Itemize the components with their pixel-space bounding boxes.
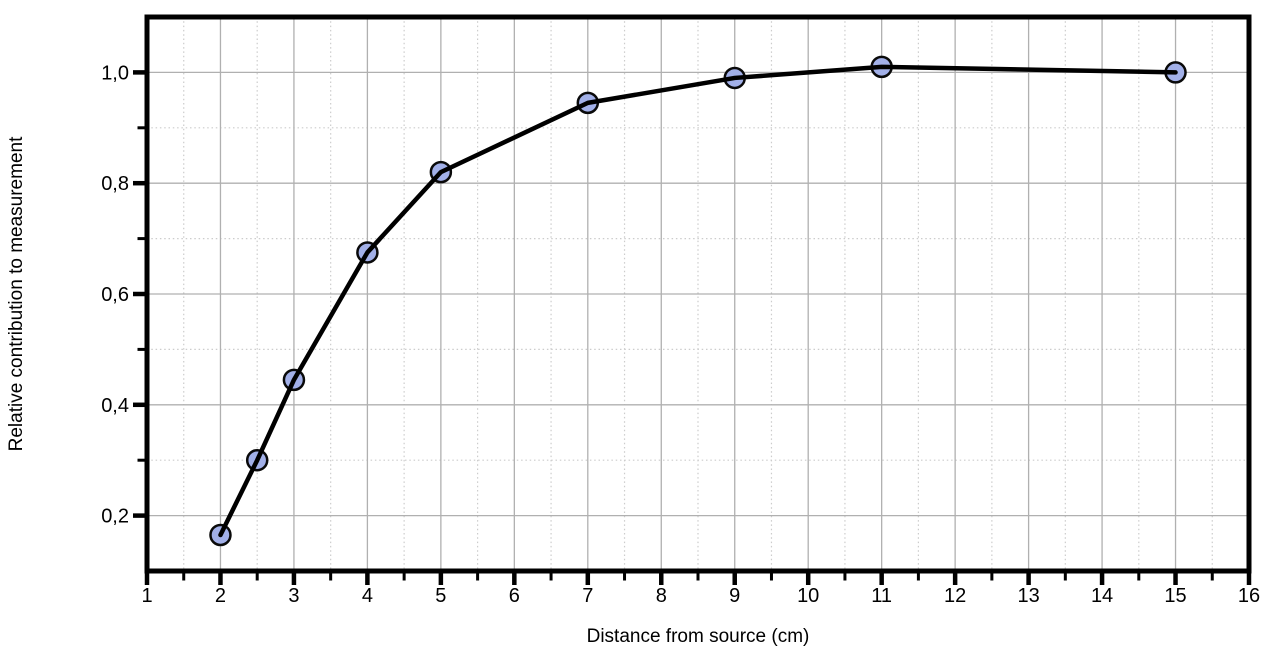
x-tick-label: 11: [871, 585, 892, 607]
data-line: [218, 64, 1178, 538]
plot-frame: [144, 14, 1252, 574]
x-tick-label: 5: [435, 585, 446, 607]
y-tick-label: 0,2: [101, 506, 129, 528]
x-tick-label: 2: [215, 585, 226, 607]
y-tick-label: 0,4: [101, 395, 129, 417]
x-tick-label: 10: [797, 585, 819, 607]
x-tick-label: 1: [141, 585, 152, 607]
x-tick-label: 4: [362, 585, 373, 607]
x-tick-label: 9: [729, 585, 740, 607]
axes-frame-layer: [144, 14, 1252, 574]
x-tick-label: 12: [944, 585, 966, 607]
x-tick-label: 14: [1091, 585, 1113, 607]
tick-label-layer: 1 2 3 4 5 6 7 8 9 10 11 12 13 14 15 160,20,40,60,81,0: [101, 62, 1260, 607]
y-tick-label: 0,8: [101, 173, 129, 195]
y-tick-label: 1,0: [101, 62, 129, 84]
x-tick-label: 8: [656, 585, 667, 607]
x-tick-label: 13: [1017, 585, 1039, 607]
x-tick-label: 3: [288, 585, 299, 607]
x-axis-title: Distance from source (cm): [587, 626, 810, 647]
x-tick-label: 7: [582, 585, 593, 607]
x-tick-label: 15: [1164, 585, 1186, 607]
y-tick-label: 0,6: [101, 284, 129, 306]
x-tick-label: 6: [509, 585, 520, 607]
grid-layer: [147, 17, 1249, 571]
x-tick-label: 16: [1238, 585, 1260, 607]
tick-layer: [133, 70, 1252, 585]
y-axis-title: Relative contribution to measurement: [6, 136, 27, 451]
data-series-layer: [209, 55, 1187, 547]
